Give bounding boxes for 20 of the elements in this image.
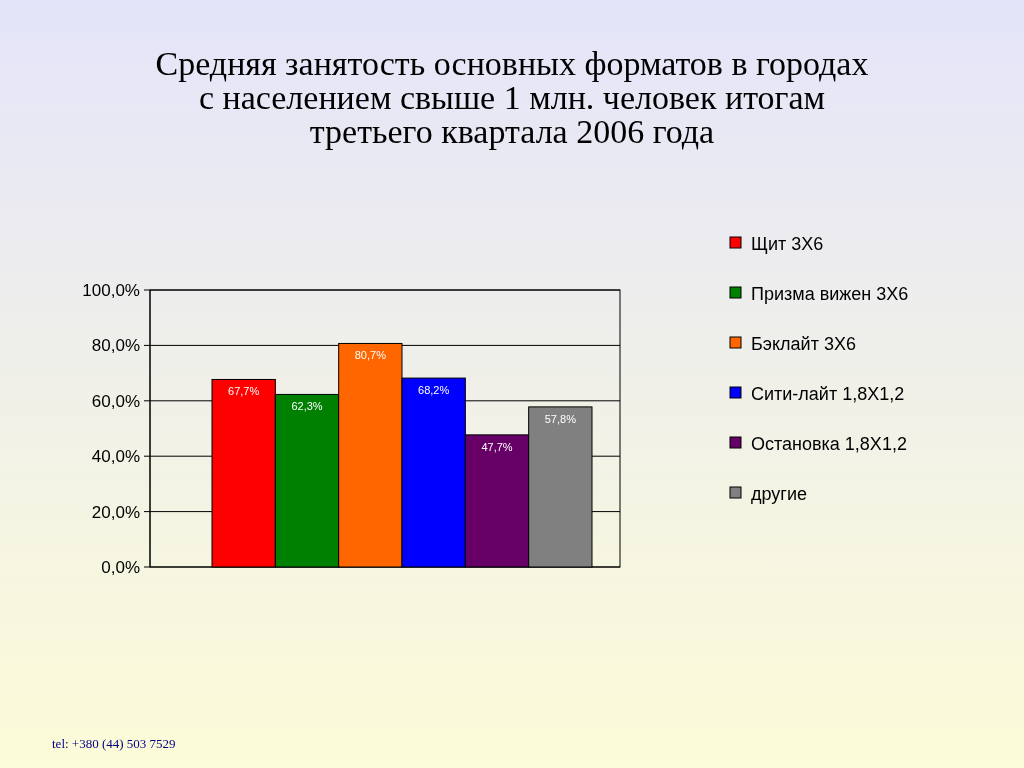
chart-title: Средняя занятость основных форматов в городах с населением свыше 1 млн. человек итогам третьего квартала 2006 года [155, 45, 869, 150]
data-label: 67,7% [228, 385, 260, 398]
legend-label: Остановка 1,8Х1,2 [751, 434, 907, 454]
legend-label: Щит 3Х6 [751, 234, 824, 254]
data-label: 62,3% [291, 400, 323, 413]
legend-label: Бэклайт 3Х6 [751, 334, 856, 354]
y-tick-label: 20,0% [91, 502, 140, 522]
text: tel: +380 (44) 503 7529 [52, 736, 176, 751]
data-label: 68,2% [418, 384, 450, 397]
y-tick-label: 40,0% [91, 447, 140, 467]
y-tick-label: 60,0% [91, 391, 140, 411]
legend-label: другие [751, 484, 807, 504]
data-label: 47,7% [481, 440, 513, 453]
legend-label: Сити-лайт 1,8Х1,2 [751, 384, 905, 404]
legend-label: Призма вижен 3Х6 [751, 284, 909, 304]
y-tick-label: 0,0% [101, 558, 140, 577]
y-tick-label: 100,0% [82, 281, 140, 300]
data-label: 80,7% [354, 349, 387, 362]
y-tick-label: 80,0% [91, 336, 140, 356]
data-label: 57,8% [544, 412, 577, 425]
